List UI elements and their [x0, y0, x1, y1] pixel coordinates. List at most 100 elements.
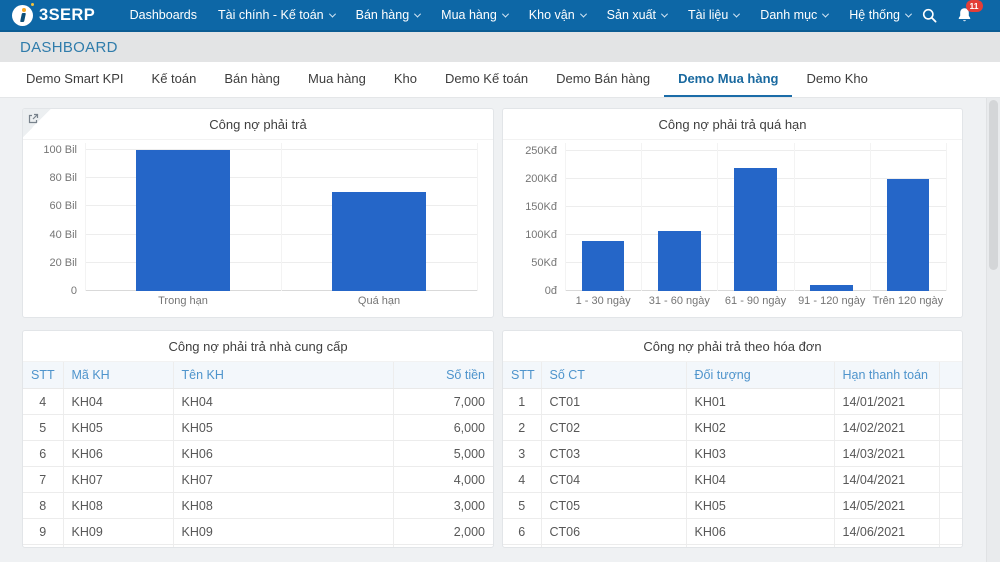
column-header-blank[interactable] [939, 362, 962, 389]
table-cell: 14/03/2021 [834, 441, 939, 467]
table-row[interactable]: 2CT02KH0214/02/2021 [503, 415, 962, 441]
tab-mua-hang[interactable]: Mua hàng [294, 62, 380, 97]
table-row[interactable]: 5CT05KH0514/05/2021 [503, 493, 962, 519]
table-row[interactable]: 6KH06KH065,000 [23, 441, 493, 467]
column-header-stt[interactable]: STT [503, 362, 541, 389]
y-axis-tick-label: 100Kđ [525, 229, 557, 241]
menu-item-danh-muc[interactable]: Danh mục [750, 0, 839, 30]
table-cell: KH04 [686, 467, 834, 493]
column-header-oi-tuong[interactable]: Đối tượng [686, 362, 834, 389]
column-header-so-ct[interactable]: Số CT [541, 362, 686, 389]
vertical-scrollbar[interactable] [986, 98, 1000, 562]
column-header-so-tien[interactable]: Số tiền [393, 362, 493, 389]
menu-item-label: Kho vận [529, 8, 575, 22]
menu-item-kho-van[interactable]: Kho vận [518, 0, 596, 30]
table-cell [23, 545, 63, 549]
table-cell [939, 415, 962, 441]
overdue-payables-bar-chart: 0đ50Kđ100Kđ150Kđ200Kđ250Kđ 1 - 30 ngày31… [513, 139, 950, 313]
menu-item-tai-lieu[interactable]: Tài liệu [678, 0, 750, 30]
chart-title: Công nợ phải trả [23, 109, 493, 140]
menu-item-dashboards[interactable]: Dashboards [119, 0, 207, 30]
search-button[interactable] [922, 8, 937, 23]
menu-item-tai-chinh-ke-toan[interactable]: Tài chính - Kế toán [208, 0, 346, 30]
column-header-han-thanh-toan[interactable]: Hạn thanh toán [834, 362, 939, 389]
table-cell: KH04 [63, 389, 173, 415]
bar-band [641, 143, 717, 291]
bar-tren-120-ngay[interactable] [887, 179, 930, 291]
table-row[interactable]: 3CT03KH0314/03/2021 [503, 441, 962, 467]
bar-1-30-ngay[interactable] [582, 241, 625, 291]
table-cell [834, 545, 939, 549]
table-cell: CT06 [541, 519, 686, 545]
table-cell [503, 545, 541, 549]
table-title: Công nợ phải trả theo hóa đơn [503, 331, 962, 362]
table-cell: KH01 [686, 389, 834, 415]
tab-demo-mua-hang[interactable]: Demo Mua hàng [664, 62, 792, 97]
bar-qua-han[interactable] [332, 192, 426, 291]
column-header-stt[interactable]: STT [23, 362, 63, 389]
table-cell [939, 441, 962, 467]
menu-item-mua-hang[interactable]: Mua hàng [431, 0, 519, 30]
table-cell: KH03 [686, 441, 834, 467]
menu-item-label: Tài chính - Kế toán [218, 8, 324, 22]
table-cell: 14/05/2021 [834, 493, 939, 519]
breadcrumb-bar: DASHBOARD [0, 32, 1000, 62]
bar-band [870, 143, 946, 291]
bar-trong-han[interactable] [136, 150, 230, 291]
table-cell: 4 [23, 389, 63, 415]
chevron-down-icon [661, 10, 668, 17]
notifications-button[interactable]: 11 [957, 7, 972, 23]
brand-logo[interactable]: 3SERP [12, 5, 95, 26]
table-cell: KH07 [173, 467, 393, 493]
table-row[interactable]: 4CT04KH0414/04/2021 [503, 467, 962, 493]
column-header-ma-kh[interactable]: Mã KH [63, 362, 173, 389]
tab-demo-ke-toan[interactable]: Demo Kế toán [431, 62, 542, 97]
table-cell: KH05 [686, 493, 834, 519]
main-menu: Dashboards Tài chính - Kế toán Bán hàngMua… [119, 0, 921, 30]
y-axis-tick-label: 250Kđ [525, 145, 557, 157]
tab-demo-kho[interactable]: Demo Kho [792, 62, 881, 97]
expand-card-button[interactable] [23, 109, 51, 137]
search-icon [922, 8, 937, 23]
3serp-logo-icon [12, 5, 33, 26]
menu-item-ban-hang[interactable]: Bán hàng [345, 0, 431, 30]
menu-item-he-thong[interactable]: Hệ thống [839, 0, 922, 30]
tab-ban-hang[interactable]: Bán hàng [210, 62, 294, 97]
bar-31-60-ngay[interactable] [658, 231, 701, 291]
x-axis-label: Trên 120 ngày [870, 295, 946, 311]
table-cell: 3,000 [393, 493, 493, 519]
table-cell: 8 [23, 493, 63, 519]
table-cell: CT04 [541, 467, 686, 493]
grid-vline [946, 143, 947, 291]
tab-demo-smart-kpi[interactable]: Demo Smart KPI [12, 62, 138, 97]
chevron-down-icon [414, 10, 421, 17]
table-row[interactable]: 9KH09KH092,000 [23, 519, 493, 545]
chart-title: Công nợ phải trả quá hạn [503, 109, 962, 140]
apps-grid-button[interactable] [992, 8, 1000, 23]
chart-x-axis: 1 - 30 ngày31 - 60 ngày61 - 90 ngày91 - … [565, 295, 946, 311]
table-row-empty [23, 545, 493, 549]
table-cell: CT02 [541, 415, 686, 441]
table-cell: 14/06/2021 [834, 519, 939, 545]
table-row[interactable]: 6CT06KH0614/06/2021 [503, 519, 962, 545]
table-row[interactable]: 1CT01KH0114/01/2021 [503, 389, 962, 415]
table-title: Công nợ phải trả nhà cung cấp [23, 331, 493, 362]
bar-band [565, 143, 641, 291]
table-cell: 4 [503, 467, 541, 493]
tab-kho[interactable]: Kho [380, 62, 431, 97]
tab-demo-ban-hang[interactable]: Demo Bán hàng [542, 62, 664, 97]
x-axis-label: 31 - 60 ngày [641, 295, 717, 311]
bar-61-90-ngay[interactable] [734, 168, 777, 291]
menu-item-san-xuat[interactable]: Sản xuất [596, 0, 677, 30]
table-cell: KH09 [173, 519, 393, 545]
scrollbar-thumb[interactable] [989, 100, 998, 270]
table-row[interactable]: 7KH07KH074,000 [23, 467, 493, 493]
table-row[interactable]: 5KH05KH056,000 [23, 415, 493, 441]
column-header-ten-kh[interactable]: Tên KH [173, 362, 393, 389]
table-row[interactable]: 4KH04KH047,000 [23, 389, 493, 415]
page-title: DASHBOARD [20, 39, 118, 56]
x-axis-label: 1 - 30 ngày [565, 295, 641, 311]
tab-ke-toan[interactable]: Kế toán [138, 62, 211, 97]
bar-91-120-ngay[interactable] [810, 285, 853, 291]
table-row[interactable]: 8KH08KH083,000 [23, 493, 493, 519]
